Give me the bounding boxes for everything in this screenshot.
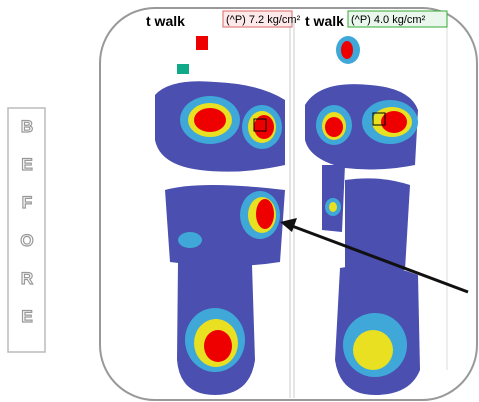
- letter: E: [21, 307, 32, 326]
- letter: F: [22, 193, 32, 212]
- page: B E F O R E t walk (^P) 7.2 kg/cm² t wal…: [0, 0, 479, 402]
- letter: R: [21, 269, 33, 288]
- peak-value: (^P) 7.2 kg/cm²: [226, 14, 301, 26]
- letter: B: [21, 117, 33, 136]
- panel-heading: t walk: [305, 13, 344, 29]
- letter: E: [21, 155, 32, 174]
- peak-value: (^P) 4.0 kg/cm²: [351, 14, 426, 26]
- letter: O: [20, 231, 33, 250]
- panel-heading: t walk: [146, 13, 185, 29]
- frame: [100, 8, 477, 400]
